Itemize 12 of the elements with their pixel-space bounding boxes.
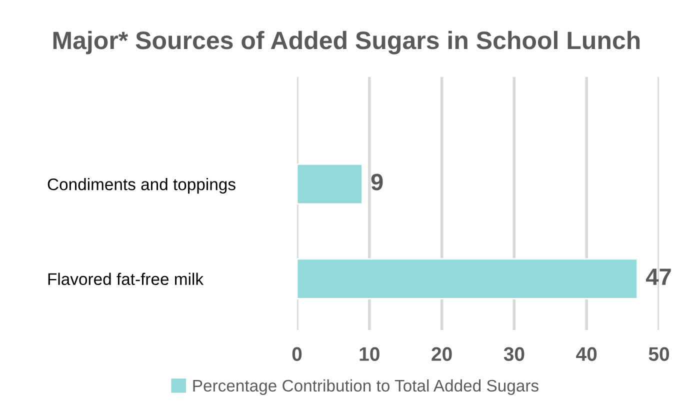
y-tick-label: Flavored fat-free milk — [48, 272, 204, 286]
x-tick-label: 20 — [432, 347, 452, 361]
data-label: 47 — [646, 268, 671, 285]
x-tick-label: 50 — [648, 347, 670, 361]
x-tick-label: 0 — [292, 347, 302, 361]
chart-title: Major* Sources of Added Sugars in School Lunch — [53, 30, 640, 54]
x-tick-label: 10 — [360, 347, 380, 361]
x-tick-label: 40 — [576, 347, 597, 361]
x-tick-label: 30 — [504, 347, 524, 361]
legend-label: Percentage Contribution to Total Added Sugars — [193, 379, 538, 395]
y-tick-label: Condiments and toppings — [48, 178, 236, 194]
data-label: 9 — [371, 174, 383, 190]
